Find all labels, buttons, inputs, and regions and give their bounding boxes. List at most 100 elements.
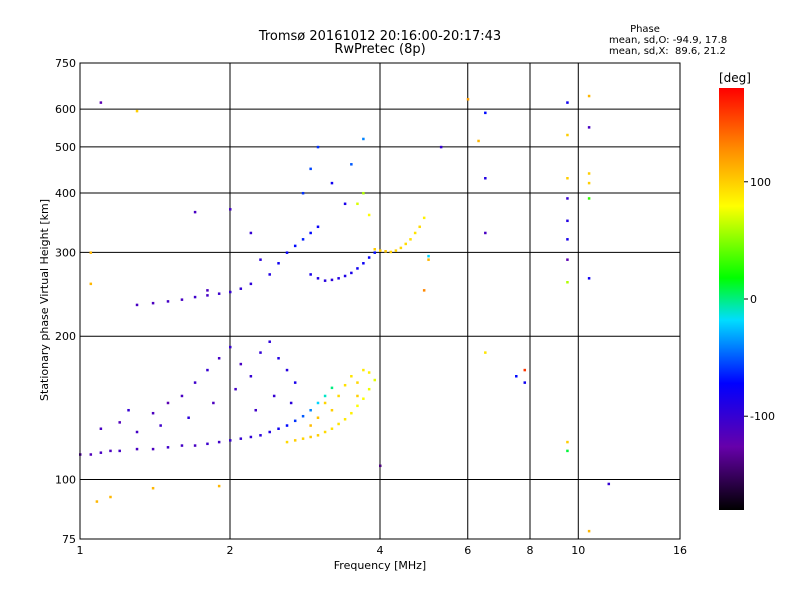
data-point bbox=[566, 238, 569, 241]
data-point bbox=[95, 500, 99, 503]
y-tick-label: 400 bbox=[55, 187, 76, 200]
data-point bbox=[99, 451, 103, 454]
data-point bbox=[439, 145, 443, 149]
data-point bbox=[151, 301, 155, 305]
data-point bbox=[268, 273, 271, 276]
data-point bbox=[607, 482, 611, 486]
data-point bbox=[293, 244, 297, 248]
data-point bbox=[362, 137, 365, 141]
data-point bbox=[249, 231, 253, 235]
colorbar-tick-label: -100 bbox=[750, 410, 775, 423]
data-point bbox=[180, 444, 184, 447]
data-point bbox=[309, 408, 312, 412]
y-axis-ticks: 75 100 200 300 400 500 600 750 bbox=[55, 57, 76, 546]
x-tick-label: 1 bbox=[77, 544, 84, 557]
data-point bbox=[217, 484, 221, 488]
data-point bbox=[367, 371, 371, 374]
data-point bbox=[109, 449, 112, 453]
data-point bbox=[343, 383, 347, 387]
data-point bbox=[217, 440, 221, 444]
data-point bbox=[484, 176, 487, 180]
data-point bbox=[159, 424, 162, 427]
plot-frame bbox=[79, 62, 681, 540]
data-point bbox=[427, 258, 430, 261]
y-tick-label: 100 bbox=[55, 474, 76, 487]
data-point bbox=[151, 447, 155, 451]
data-point bbox=[166, 401, 170, 405]
data-point bbox=[301, 437, 305, 440]
data-point bbox=[309, 435, 312, 439]
data-point bbox=[89, 251, 93, 254]
data-point bbox=[193, 444, 197, 447]
data-point bbox=[229, 345, 232, 349]
data-point bbox=[316, 145, 320, 149]
data-point bbox=[373, 248, 377, 251]
data-point bbox=[193, 381, 197, 384]
x-tick-label: 8 bbox=[527, 544, 534, 557]
data-point bbox=[229, 290, 232, 294]
data-point bbox=[367, 256, 371, 259]
data-point bbox=[187, 416, 190, 419]
data-point bbox=[566, 101, 569, 104]
data-point bbox=[367, 387, 371, 391]
y-tick-label: 750 bbox=[55, 57, 76, 70]
x-axis-ticks: 1 2 4 6 8 10 16 bbox=[77, 544, 688, 557]
data-point bbox=[362, 191, 365, 195]
data-point bbox=[379, 249, 382, 252]
data-point bbox=[135, 109, 139, 113]
data-point bbox=[466, 98, 470, 101]
data-points bbox=[79, 94, 611, 533]
data-point bbox=[566, 449, 569, 453]
data-point bbox=[379, 464, 382, 468]
data-point bbox=[268, 430, 271, 434]
data-point bbox=[118, 449, 121, 453]
data-point bbox=[350, 375, 353, 378]
phase-stats-o: mean, sd,O: -94.9, 17.8 bbox=[609, 35, 727, 46]
y-tick-label: 75 bbox=[62, 533, 76, 546]
phase-stats: Phase mean, sd,O: -94.9, 17.8 mean, sd,X… bbox=[609, 24, 727, 57]
data-point bbox=[566, 219, 569, 223]
data-point bbox=[587, 197, 591, 200]
y-axis-label: Stationary phase Virtual Height [km] bbox=[38, 199, 51, 401]
chart-subtitle: RwPretec (8p) bbox=[334, 42, 425, 57]
colorbar-tick-label: 0 bbox=[750, 293, 757, 306]
data-point bbox=[316, 401, 320, 405]
data-point bbox=[356, 202, 359, 206]
data-point bbox=[356, 267, 359, 270]
y-tick-label: 200 bbox=[55, 330, 76, 343]
data-point bbox=[316, 225, 320, 229]
x-tick-label: 2 bbox=[227, 544, 234, 557]
data-point bbox=[217, 357, 221, 360]
data-point bbox=[206, 368, 209, 372]
data-point bbox=[316, 277, 320, 280]
data-point bbox=[180, 394, 184, 398]
data-point bbox=[323, 279, 327, 282]
data-point bbox=[566, 176, 569, 180]
data-point bbox=[394, 249, 398, 252]
y-tick-label: 500 bbox=[55, 141, 76, 154]
data-point bbox=[193, 295, 197, 299]
data-point bbox=[409, 238, 412, 241]
data-point bbox=[587, 94, 591, 98]
data-point bbox=[277, 357, 280, 360]
data-point bbox=[337, 394, 340, 398]
data-point bbox=[343, 274, 347, 278]
data-point bbox=[350, 163, 353, 166]
data-point bbox=[373, 251, 377, 254]
data-point bbox=[89, 282, 93, 286]
y-tick-label: 300 bbox=[55, 246, 76, 259]
x-tick-label: 4 bbox=[377, 544, 384, 557]
data-point bbox=[293, 381, 297, 384]
x-tick-label: 6 bbox=[464, 544, 471, 557]
colorbar-tick-label: 100 bbox=[750, 176, 771, 189]
chart-title: Tromsø 20161012 20:16:00-20:17:43 bbox=[258, 29, 501, 44]
data-point bbox=[330, 408, 334, 412]
data-point bbox=[389, 250, 393, 254]
phase-stats-x: mean, sd,X: 89.6, 21.2 bbox=[609, 46, 726, 57]
data-point bbox=[330, 278, 334, 282]
data-point bbox=[350, 411, 353, 415]
data-point bbox=[330, 427, 334, 430]
data-point bbox=[330, 181, 334, 185]
data-point bbox=[373, 378, 377, 382]
data-point bbox=[337, 277, 340, 280]
